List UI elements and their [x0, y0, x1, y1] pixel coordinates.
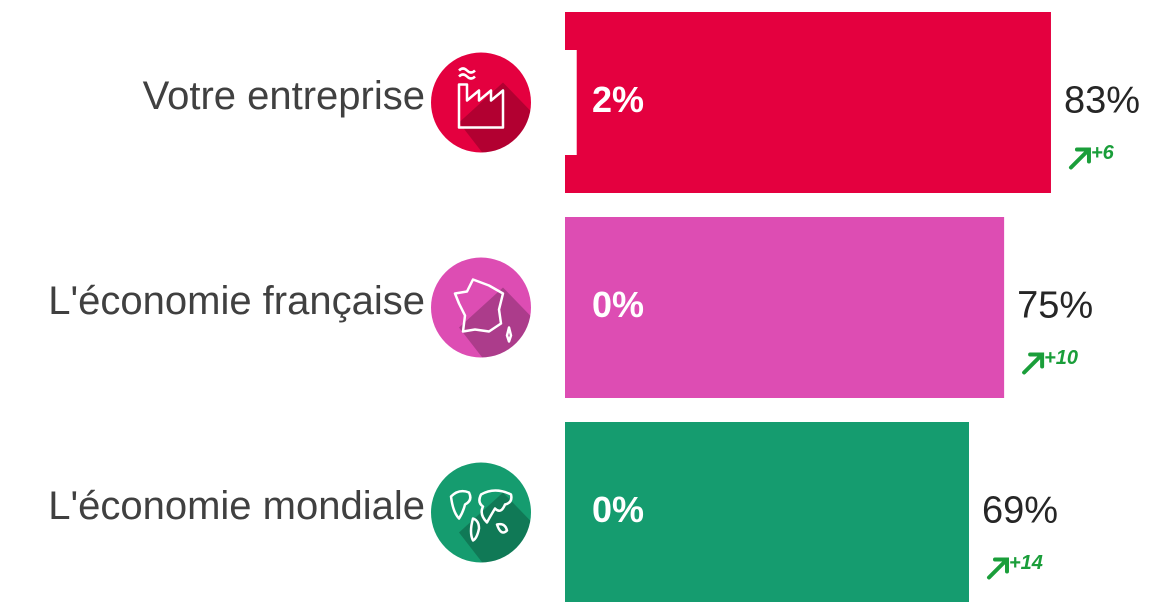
change-arrow: [986, 557, 1009, 580]
icon-world: [449, 489, 513, 542]
inner-segment: [565, 50, 577, 155]
bar: [565, 422, 969, 602]
category-icon: [431, 462, 531, 563]
category-label: Votre entreprise: [143, 74, 425, 118]
change-label: +10: [1044, 347, 1078, 369]
icon-circle: [431, 257, 531, 358]
change-arrow: [1068, 147, 1091, 170]
icon-circle: [431, 52, 531, 153]
icon-factory: [457, 83, 505, 129]
category-label: L'économie mondiale: [48, 484, 425, 528]
icon-corsica: [505, 326, 513, 343]
inner-label: 0%: [592, 284, 644, 325]
change-label: +6: [1091, 142, 1115, 164]
inner-label: 2%: [592, 79, 644, 120]
inner-label: 0%: [592, 489, 644, 530]
icon-france: [453, 278, 505, 333]
category-icon: [431, 52, 531, 153]
change-arrow: [1022, 352, 1045, 375]
change-label: +14: [1009, 552, 1043, 574]
value-label: 75%: [1017, 285, 1093, 327]
bar: [565, 12, 1051, 193]
category-label: L'économie française: [48, 279, 425, 323]
value-label: 83%: [1064, 80, 1140, 122]
value-label: 69%: [982, 490, 1058, 532]
icon-smoke: [458, 67, 476, 80]
bar: [565, 217, 1005, 398]
category-icon: [431, 257, 531, 358]
